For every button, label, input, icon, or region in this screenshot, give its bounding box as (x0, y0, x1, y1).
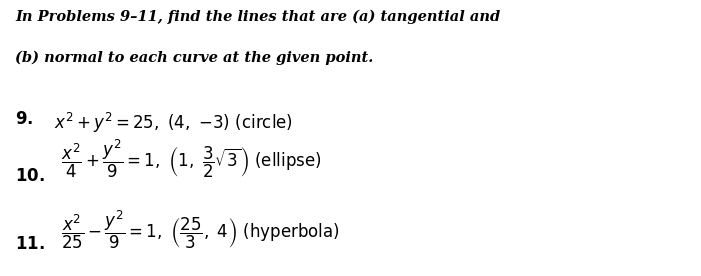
Text: (b) normal to each curve at the given point.: (b) normal to each curve at the given po… (15, 51, 374, 65)
Text: In Problems 9–11, find the lines that are (a) tangential and: In Problems 9–11, find the lines that ar… (15, 10, 501, 24)
Text: $x^2 + y^2 = 25,\ (4,\ {-3})\ \mathrm{(circle)}$: $x^2 + y^2 = 25,\ (4,\ {-3})\ \mathrm{(c… (54, 111, 293, 135)
Text: $\mathbf{9.}$: $\mathbf{9.}$ (15, 111, 34, 128)
Text: $\dfrac{x^2}{25} - \dfrac{y^2}{9} = 1,\ \left(\dfrac{25}{3},\ 4\right)\ \mathrm{: $\dfrac{x^2}{25} - \dfrac{y^2}{9} = 1,\ … (61, 209, 339, 251)
Text: $\dfrac{x^2}{4} + \dfrac{y^2}{9} = 1,\ \left(1,\ \dfrac{3}{2}\sqrt{3}\right)\ \m: $\dfrac{x^2}{4} + \dfrac{y^2}{9} = 1,\ \… (61, 138, 321, 180)
Text: $\mathbf{11.}$: $\mathbf{11.}$ (15, 236, 45, 253)
Text: $\mathbf{10.}$: $\mathbf{10.}$ (15, 168, 45, 185)
